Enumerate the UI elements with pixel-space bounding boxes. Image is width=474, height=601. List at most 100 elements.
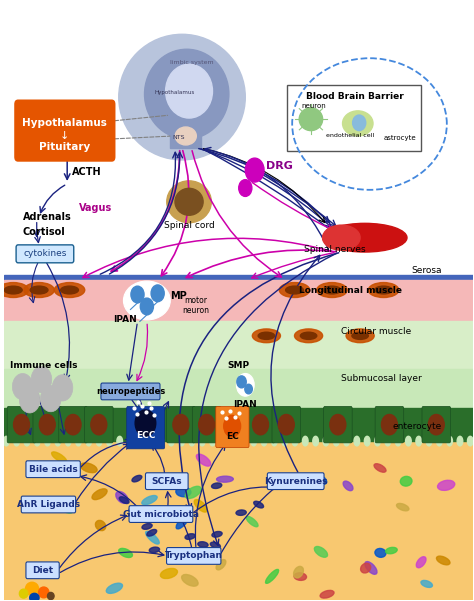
FancyBboxPatch shape	[33, 406, 62, 443]
FancyBboxPatch shape	[59, 406, 87, 443]
Ellipse shape	[385, 436, 391, 446]
Circle shape	[382, 415, 397, 435]
Text: astrocyte: astrocyte	[383, 135, 416, 141]
Text: enterocyte: enterocyte	[393, 422, 442, 431]
Ellipse shape	[211, 483, 222, 489]
Ellipse shape	[119, 34, 245, 160]
Ellipse shape	[368, 282, 399, 297]
Ellipse shape	[86, 436, 91, 446]
Ellipse shape	[421, 581, 432, 587]
Ellipse shape	[59, 505, 73, 513]
Ellipse shape	[346, 329, 374, 343]
Text: Pituitary: Pituitary	[39, 142, 91, 153]
Ellipse shape	[254, 501, 264, 508]
Text: endothelial cell: endothelial cell	[326, 133, 374, 138]
Ellipse shape	[301, 332, 317, 340]
Circle shape	[278, 415, 294, 435]
Ellipse shape	[374, 464, 386, 472]
Ellipse shape	[107, 436, 112, 446]
Ellipse shape	[265, 569, 279, 584]
Ellipse shape	[76, 436, 81, 446]
Text: neuron: neuron	[302, 103, 327, 109]
Text: Cortisol: Cortisol	[23, 227, 65, 237]
Text: EC: EC	[226, 432, 238, 441]
Ellipse shape	[292, 436, 298, 446]
Ellipse shape	[374, 286, 392, 294]
Ellipse shape	[147, 529, 157, 536]
FancyBboxPatch shape	[127, 406, 164, 449]
Ellipse shape	[194, 499, 207, 512]
Ellipse shape	[19, 589, 28, 598]
Ellipse shape	[185, 486, 201, 498]
Circle shape	[39, 415, 55, 435]
Text: Adrenals: Adrenals	[23, 212, 72, 222]
Text: DRG: DRG	[266, 161, 293, 171]
Ellipse shape	[189, 436, 195, 446]
Ellipse shape	[165, 64, 212, 118]
Ellipse shape	[45, 436, 50, 446]
Ellipse shape	[95, 520, 106, 531]
Circle shape	[91, 415, 107, 435]
Ellipse shape	[119, 497, 129, 504]
Ellipse shape	[30, 286, 48, 294]
Ellipse shape	[106, 583, 122, 593]
Bar	[4, 408, 473, 441]
Bar	[4, 1, 473, 275]
Ellipse shape	[14, 436, 19, 446]
Ellipse shape	[457, 436, 463, 446]
Text: AhR Ligands: AhR Ligands	[17, 500, 80, 509]
Text: IPAN: IPAN	[233, 400, 257, 409]
Ellipse shape	[201, 553, 217, 563]
Circle shape	[237, 376, 246, 388]
Circle shape	[65, 415, 81, 435]
Ellipse shape	[65, 436, 71, 446]
FancyBboxPatch shape	[129, 505, 193, 522]
Ellipse shape	[241, 436, 246, 446]
Text: Longitudinal muscle: Longitudinal muscle	[299, 285, 402, 294]
Ellipse shape	[333, 436, 339, 446]
Circle shape	[428, 415, 444, 435]
FancyBboxPatch shape	[14, 100, 116, 162]
Ellipse shape	[294, 573, 307, 581]
Ellipse shape	[142, 495, 157, 505]
FancyBboxPatch shape	[166, 548, 221, 564]
Ellipse shape	[210, 436, 215, 446]
Ellipse shape	[217, 476, 233, 482]
Circle shape	[173, 415, 189, 435]
Text: ↓: ↓	[60, 131, 70, 141]
Ellipse shape	[158, 436, 164, 446]
Text: Gut microbiota: Gut microbiota	[123, 510, 199, 519]
Text: NTS: NTS	[172, 135, 184, 140]
Ellipse shape	[24, 436, 30, 446]
Circle shape	[245, 384, 252, 394]
Text: ACTH: ACTH	[72, 167, 101, 177]
Bar	[4, 279, 473, 322]
Ellipse shape	[354, 436, 360, 446]
Text: motor
neuron: motor neuron	[182, 296, 210, 315]
Ellipse shape	[198, 542, 208, 548]
Text: SCFAs: SCFAs	[152, 477, 182, 486]
Ellipse shape	[344, 436, 349, 446]
Bar	[170, 106, 201, 148]
Ellipse shape	[146, 531, 159, 544]
Ellipse shape	[252, 329, 281, 343]
Circle shape	[135, 410, 156, 436]
Circle shape	[330, 415, 346, 435]
Ellipse shape	[92, 489, 107, 499]
Circle shape	[239, 180, 252, 197]
Ellipse shape	[61, 286, 78, 294]
Ellipse shape	[286, 286, 303, 294]
Ellipse shape	[293, 566, 303, 578]
Ellipse shape	[116, 492, 128, 504]
Ellipse shape	[447, 436, 453, 446]
Ellipse shape	[261, 436, 267, 446]
Ellipse shape	[132, 475, 142, 482]
Ellipse shape	[118, 548, 132, 558]
Ellipse shape	[168, 480, 179, 485]
Ellipse shape	[117, 436, 122, 446]
Ellipse shape	[137, 436, 143, 446]
Text: IPAN: IPAN	[113, 316, 137, 325]
Text: Hypothalamus: Hypothalamus	[155, 90, 195, 95]
Ellipse shape	[4, 286, 22, 294]
Ellipse shape	[175, 188, 203, 215]
